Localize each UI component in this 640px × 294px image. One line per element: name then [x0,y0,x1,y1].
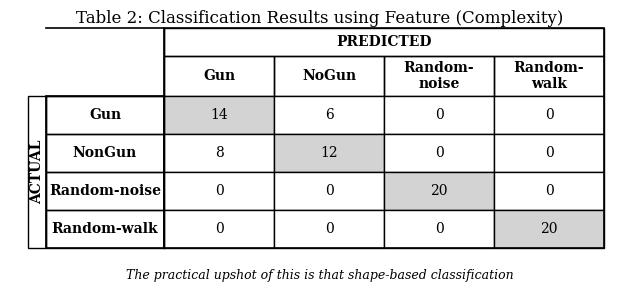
Text: 0: 0 [435,146,444,160]
Text: 0: 0 [545,146,554,160]
Bar [28,96,46,248]
Bar [494,56,604,96]
Bar [494,96,604,134]
Text: 0: 0 [324,184,333,198]
Bar [46,134,164,172]
Text: Table 2: Classification Results using Feature (Complexity): Table 2: Classification Results using Fe… [76,10,564,27]
Bar [494,134,604,172]
Bar [274,172,384,210]
Bar [28,28,164,96]
Bar [164,28,604,56]
Bar [46,210,164,248]
Bar [164,172,274,210]
Bar [164,134,274,172]
Bar [46,96,164,134]
Bar [384,210,494,248]
Text: The practical upshot of this is that shape-based classification: The practical upshot of this is that sha… [126,269,514,282]
Text: 0: 0 [214,184,223,198]
Text: 0: 0 [214,222,223,236]
Text: 6: 6 [324,108,333,122]
Bar [384,56,494,96]
Text: 0: 0 [545,184,554,198]
Bar [384,172,494,210]
Bar [384,134,494,172]
Text: 8: 8 [214,146,223,160]
Text: Gun: Gun [203,69,235,83]
Bar [494,210,604,248]
Bar [274,134,384,172]
Text: Gun: Gun [89,108,121,122]
Text: 0: 0 [435,222,444,236]
Text: PREDICTED: PREDICTED [336,35,432,49]
Text: Random-
noise: Random- noise [404,61,474,91]
Text: 12: 12 [320,146,338,160]
Text: 0: 0 [545,108,554,122]
Text: 20: 20 [430,184,448,198]
Bar [274,56,384,96]
Bar [46,96,164,248]
Bar [164,28,604,248]
Text: Random-
walk: Random- walk [514,61,584,91]
Bar [494,172,604,210]
Bar [164,96,274,134]
Text: 14: 14 [210,108,228,122]
Bar [164,56,274,96]
Text: Random-walk: Random-walk [52,222,158,236]
Bar [46,172,164,210]
Text: 0: 0 [435,108,444,122]
Bar [274,96,384,134]
Text: NoGun: NoGun [302,69,356,83]
Bar [384,96,494,134]
Text: NonGun: NonGun [73,146,137,160]
Text: Random-noise: Random-noise [49,184,161,198]
Text: ACTUAL: ACTUAL [30,140,44,204]
Bar [274,210,384,248]
Bar [164,210,274,248]
Text: 0: 0 [324,222,333,236]
Text: 20: 20 [540,222,557,236]
